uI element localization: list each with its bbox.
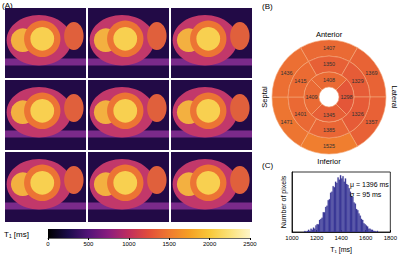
svg-text:1407: 1407 [323, 45, 335, 51]
svg-text:Inferior: Inferior [317, 157, 341, 166]
svg-text:1357: 1357 [365, 119, 377, 125]
svg-text:1350: 1350 [323, 61, 335, 67]
svg-text:T₁ [ms]: T₁ [ms] [4, 230, 29, 239]
svg-text:1000: 1000 [285, 235, 299, 241]
svg-text:1000: 1000 [122, 241, 136, 247]
svg-text:1200: 1200 [310, 235, 324, 241]
svg-text:1471: 1471 [280, 119, 292, 125]
svg-text:2000: 2000 [203, 241, 217, 247]
svg-text:1298: 1298 [340, 94, 352, 100]
svg-text:0: 0 [46, 241, 50, 247]
svg-text:1600: 1600 [359, 235, 373, 241]
svg-text:1385: 1385 [323, 127, 335, 133]
svg-text:1415: 1415 [294, 78, 306, 84]
svg-text:Septal: Septal [260, 86, 269, 108]
svg-text:1800: 1800 [384, 235, 398, 241]
svg-text:T₁ [ms]: T₁ [ms] [330, 246, 352, 254]
svg-text:1409: 1409 [305, 94, 317, 100]
svg-text:σ = 95 ms: σ = 95 ms [350, 191, 382, 198]
svg-text:1400: 1400 [334, 235, 348, 241]
svg-text:1369: 1369 [365, 70, 377, 76]
svg-text:(B): (B) [262, 2, 273, 11]
svg-text:1408: 1408 [323, 77, 335, 83]
svg-text:1401: 1401 [294, 111, 306, 117]
svg-text:2500: 2500 [243, 241, 257, 247]
svg-text:(A): (A) [2, 0, 13, 10]
svg-text:1525: 1525 [323, 143, 335, 149]
svg-text:1345: 1345 [323, 112, 335, 118]
svg-text:500: 500 [83, 241, 94, 247]
svg-text:μ = 1396 ms: μ = 1396 ms [350, 181, 389, 189]
svg-text:Anterior: Anterior [316, 30, 343, 39]
svg-text:1329: 1329 [351, 78, 363, 84]
svg-text:1326: 1326 [351, 111, 363, 117]
svg-text:1500: 1500 [163, 241, 177, 247]
svg-text:Number of pixels: Number of pixels [280, 175, 288, 228]
svg-text:(C): (C) [262, 161, 273, 170]
svg-text:Lateral: Lateral [390, 86, 399, 109]
svg-text:1436: 1436 [280, 70, 292, 76]
